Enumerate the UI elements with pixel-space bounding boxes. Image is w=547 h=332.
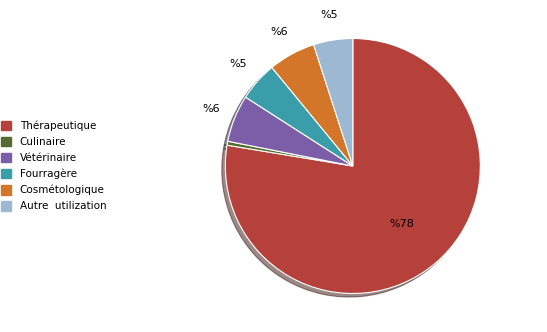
Wedge shape — [228, 97, 353, 166]
Wedge shape — [313, 39, 353, 166]
Text: %5: %5 — [320, 10, 338, 20]
Text: %0: %0 — [0, 331, 1, 332]
Text: %6: %6 — [202, 104, 220, 114]
Wedge shape — [227, 141, 353, 166]
Wedge shape — [225, 39, 480, 293]
Wedge shape — [272, 45, 353, 166]
Text: %78: %78 — [390, 219, 415, 229]
Wedge shape — [246, 67, 353, 166]
Legend: Thérapeutique, Culinaire, Vétérinaire, Fourragère, Cosmétologique, Autre  utiliz: Thérapeutique, Culinaire, Vétérinaire, F… — [1, 121, 107, 211]
Text: %6: %6 — [271, 27, 288, 37]
Text: %5: %5 — [230, 59, 247, 69]
